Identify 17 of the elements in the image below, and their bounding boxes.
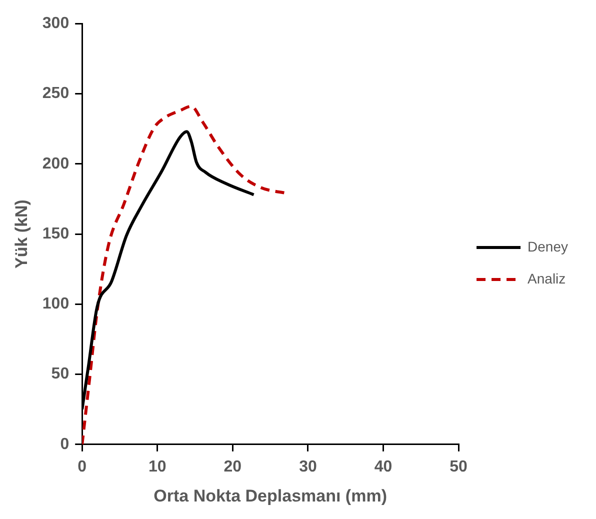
- x-tick-label: 50: [450, 458, 468, 476]
- x-axis-title: Orta Nokta Deplasmanı (mm): [154, 486, 387, 506]
- y-tick-label: 200: [42, 155, 70, 172]
- y-tick-label: 0: [60, 436, 70, 453]
- legend-label: Deney: [528, 238, 568, 254]
- y-tick-label: 300: [42, 15, 70, 32]
- x-tick-label: 20: [224, 458, 242, 476]
- x-tick-label: 10: [148, 458, 166, 476]
- y-axis-title: Yük (kN): [12, 200, 31, 268]
- y-tick-label: 50: [51, 366, 70, 383]
- y-tick-label: 250: [42, 85, 70, 102]
- x-tick-label: 0: [78, 458, 87, 476]
- x-tick-label: 40: [374, 458, 392, 476]
- x-tick-label: 30: [299, 458, 317, 476]
- y-tick-label: 100: [42, 296, 70, 313]
- y-tick-label: 150: [42, 225, 70, 242]
- legend-label: Analiz: [528, 270, 566, 286]
